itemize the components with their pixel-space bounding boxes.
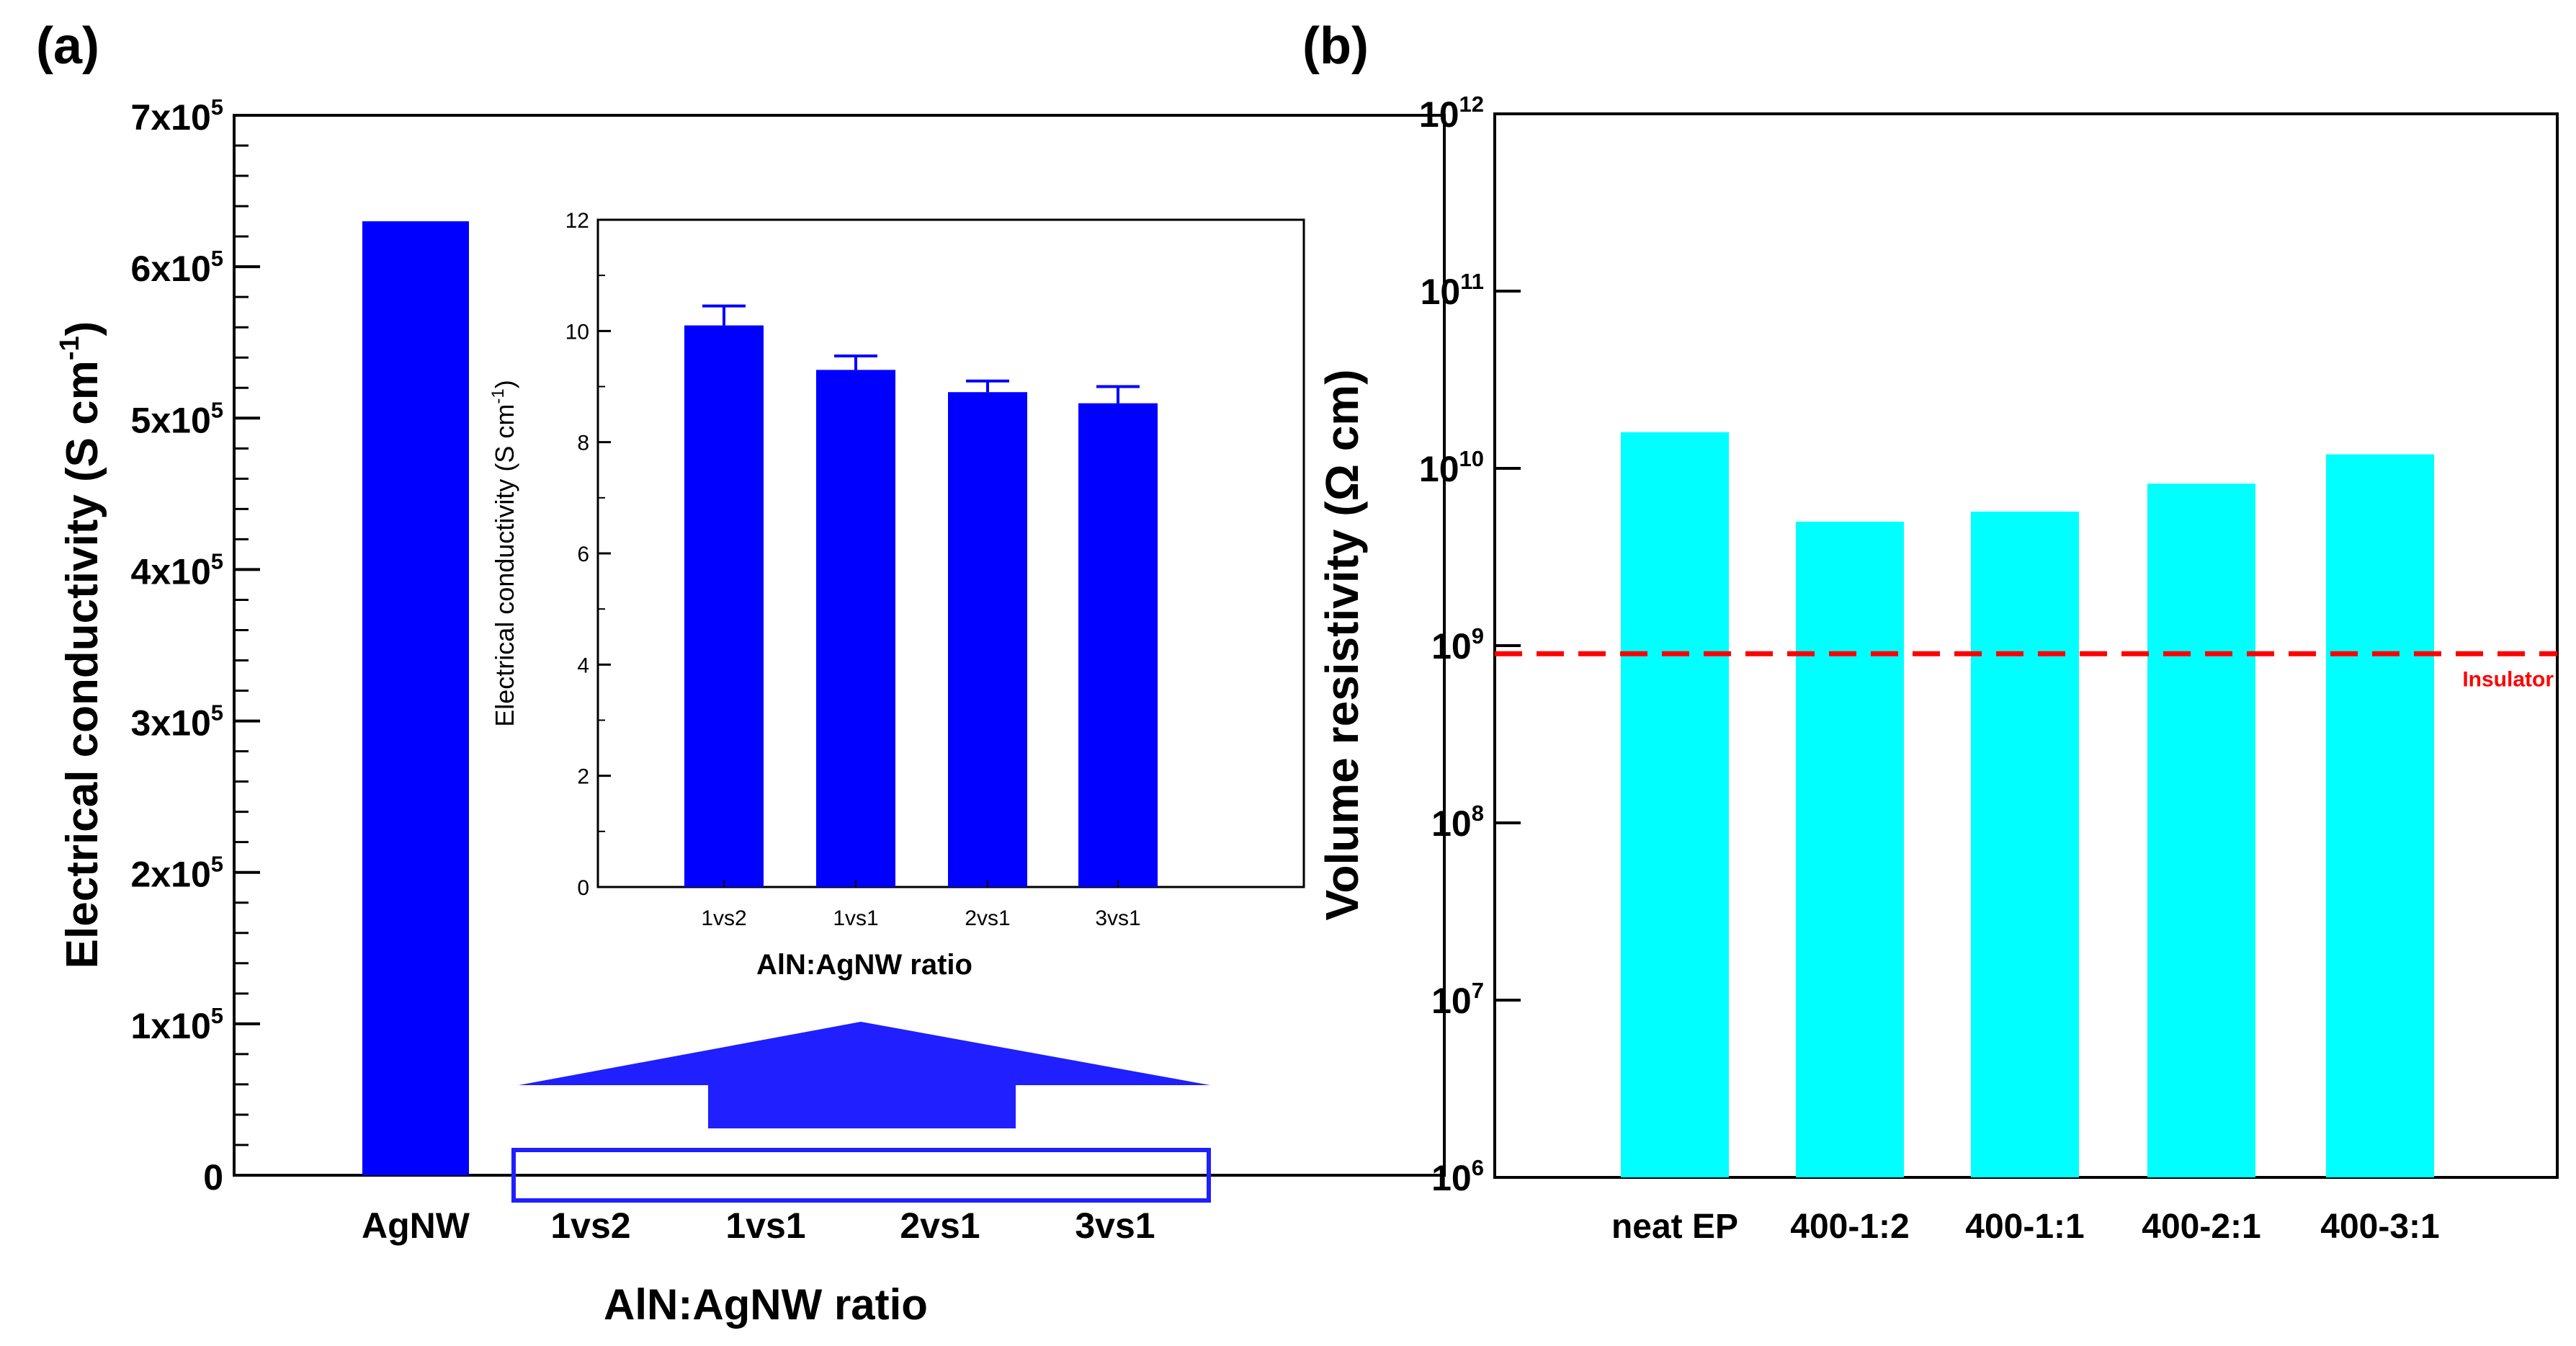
x-tick-label: 1vs2 [550,1205,630,1246]
inset-y-tick-label: 4 [577,654,589,677]
inset-x-axis-label: AlN:AgNW ratio [756,949,972,981]
x-tick-label: 2vs1 [900,1205,980,1246]
chart-a-bars [362,221,1168,1176]
bar-400-2-1 [2147,483,2255,1177]
x-tick-label: 400-1:2 [1790,1208,1909,1246]
inset-bar-2vs1 [948,392,1027,887]
inset-bars [684,304,1158,887]
chart-a-inset: 0 2 4 6 8 10 12 1vs2 1vs1 2vs1 3vs1 Electrical co… [488,209,1305,981]
y-tick-label: 107 [1431,978,1484,1021]
chart-a-x-axis-label: AlN:AgNW ratio [604,1280,928,1329]
chart-b-main: 106 107 108 109 1010 1011 1012 neat EP 400-1:2 4… [1316,92,2559,1246]
panel-label-b: (b) [1302,17,1369,75]
insulator-label: Insulator [2462,667,2554,691]
x-tick-label: neat EP [1611,1208,1738,1246]
chart-a-x-tick-labels: AgNW 1vs2 1vs1 2vs1 3vs1 [362,1205,1155,1246]
inset-x-tick-labels: 1vs2 1vs1 2vs1 3vs1 [701,880,1141,930]
chart-b-y-ticks: 106 107 108 109 1010 1011 1012 [1419,92,1521,1198]
inset-y-tick-label: 2 [577,765,589,789]
increase-arrow [519,1022,1210,1128]
y-tick-label: 1x105 [131,1003,223,1046]
x-tick-label: 400-2:1 [2142,1208,2260,1246]
inset-y-tick-label: 0 [577,876,589,900]
y-tick-label: 4x105 [131,548,223,592]
y-tick-label: 1011 [1421,269,1484,312]
inset-x-tick-label: 1vs2 [701,906,746,930]
y-tick-label: 2x105 [131,852,223,895]
chart-a-plot-frame [233,114,1446,1177]
inset-y-tick-label: 12 [565,209,589,233]
bar-400-3-1 [2326,454,2434,1177]
y-tick-label: 0 [203,1157,223,1198]
inset-x-tick-label: 3vs1 [1095,906,1140,930]
y-tick-label: 6x105 [131,246,223,289]
chart-a-y-ticks: 0 1x105 2x105 3x105 4x105 5x105 6x105 7x105 [131,94,260,1198]
chart-b-y-axis-label: Volume resistivity (Ω cm) [1316,369,1368,920]
y-tick-label: 1012 [1419,92,1484,135]
bar-neat-ep [1621,432,1729,1177]
x-tick-label: 400-3:1 [2320,1208,2439,1246]
y-tick-label: 109 [1431,623,1484,667]
x-tick-label: 3vs1 [1075,1205,1155,1246]
inset-y-tick-label: 6 [577,543,589,566]
bar-agnw [362,221,469,1176]
inset-y-axis-label: Electrical conductivity (S cm-1) [488,380,519,726]
y-tick-label: 7x105 [131,94,223,138]
inset-y-tick-label: 8 [577,432,589,455]
insulator-threshold: Insulator [1495,651,2557,691]
x-tick-label: AgNW [362,1205,470,1246]
chart-a-y-axis-label: Electrical conductivity (S cm-1) [55,321,107,969]
bar-400-1-1 [1971,512,2079,1177]
inset-y-ticks: 0 2 4 6 8 10 12 [565,209,611,900]
ratio-highlight-box [511,1148,1211,1203]
y-tick-label: 108 [1431,801,1484,844]
y-tick-label: 5x105 [131,397,223,440]
x-tick-label: 400-1:1 [1965,1208,2084,1246]
chart-b-bars [1621,432,2434,1177]
y-tick-label: 1010 [1419,446,1484,489]
chart-a-main: 0 1x105 2x105 3x105 4x105 5x105 6x105 7x105 AgN… [55,94,1446,1329]
panel-label-a: (a) [36,17,99,75]
inset-bar-1vs1 [816,370,895,887]
inset-x-tick-label: 1vs1 [833,906,878,930]
inset-bar-1vs2 [684,325,764,887]
x-tick-label: 1vs1 [725,1205,805,1246]
inset-bar-3vs1 [1078,403,1158,887]
inset-x-tick-label: 2vs1 [965,906,1010,930]
y-tick-label: 106 [1431,1155,1484,1198]
chart-b-x-tick-labels: neat EP 400-1:2 400-1:1 400-2:1 400-3:1 [1611,1208,2440,1246]
bar-400-1-2 [1796,522,1904,1177]
inset-y-tick-label: 10 [565,320,589,344]
y-tick-label: 3x105 [131,700,223,744]
